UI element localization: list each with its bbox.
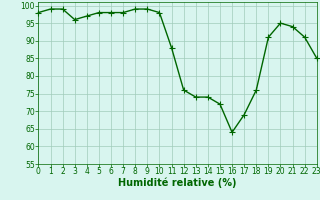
X-axis label: Humidité relative (%): Humidité relative (%) [118, 178, 237, 188]
